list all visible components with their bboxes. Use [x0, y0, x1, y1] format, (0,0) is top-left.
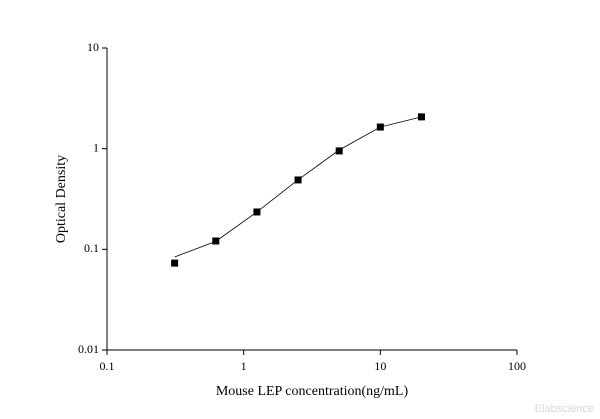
point — [335, 147, 343, 155]
fit-line — [174, 116, 422, 258]
y-tick-label: 0.01 — [78, 342, 99, 356]
watermark: Elabscience — [535, 403, 594, 415]
y-tick-label: 0.1 — [84, 241, 99, 255]
x-tick-label: 10 — [374, 359, 386, 373]
x-axis-title: Mouse LEP concentration(ng/mL) — [216, 384, 409, 399]
y-tick-label: 10 — [87, 40, 99, 54]
x-tick-label: 0.1 — [100, 359, 115, 373]
y-tick-label: 1 — [93, 140, 99, 154]
y-axis-title: Optical Density — [54, 155, 69, 243]
x-tick-label: 1 — [241, 359, 247, 373]
x-tick-label: 100 — [508, 359, 526, 373]
point — [171, 259, 179, 267]
